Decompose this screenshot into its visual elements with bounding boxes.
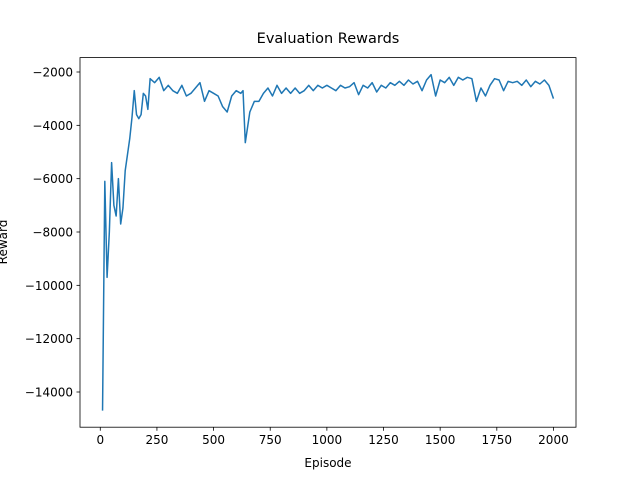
x-tick-label: 2000 (538, 433, 569, 447)
y-tick-label: −2000 (32, 66, 73, 80)
y-tick-label: −8000 (32, 226, 73, 240)
x-tick-label: 1000 (312, 433, 343, 447)
x-tick-label: 1750 (482, 433, 513, 447)
x-axis-label: Episode (304, 456, 351, 470)
x-tick-label: 1500 (425, 433, 456, 447)
y-tick-label: −6000 (32, 172, 73, 186)
y-tick-label: −14000 (25, 386, 73, 400)
y-tick-label: −10000 (25, 279, 73, 293)
data-line (101, 73, 555, 411)
y-tick-label: −12000 (25, 332, 73, 346)
y-tick-label: −4000 (32, 119, 73, 133)
x-tick-label: 250 (145, 433, 168, 447)
x-tick-label: 0 (96, 433, 104, 447)
x-tick-label: 750 (259, 433, 282, 447)
chart-title: Evaluation Rewards (257, 31, 400, 47)
plot-frame (79, 57, 577, 428)
x-tick-label: 1250 (368, 433, 399, 447)
y-axis-label: Reward (0, 220, 10, 265)
x-tick-label: 500 (202, 433, 225, 447)
